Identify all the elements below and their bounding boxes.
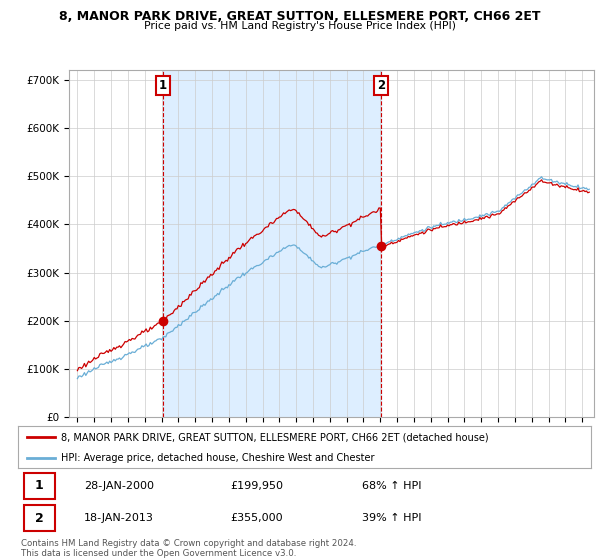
Text: 28-JAN-2000: 28-JAN-2000: [84, 481, 154, 491]
Text: £199,950: £199,950: [230, 481, 283, 491]
FancyBboxPatch shape: [24, 473, 55, 499]
Text: HPI: Average price, detached house, Cheshire West and Chester: HPI: Average price, detached house, Ches…: [61, 452, 374, 463]
Text: £355,000: £355,000: [230, 513, 283, 523]
Text: 1: 1: [35, 479, 44, 492]
Text: 8, MANOR PARK DRIVE, GREAT SUTTON, ELLESMERE PORT, CH66 2ET (detached house): 8, MANOR PARK DRIVE, GREAT SUTTON, ELLES…: [61, 432, 488, 442]
Text: 39% ↑ HPI: 39% ↑ HPI: [362, 513, 421, 523]
Bar: [163, 70, 381, 417]
Text: Contains HM Land Registry data © Crown copyright and database right 2024.
This d: Contains HM Land Registry data © Crown c…: [21, 539, 356, 558]
Text: 8, MANOR PARK DRIVE, GREAT SUTTON, ELLESMERE PORT, CH66 2ET: 8, MANOR PARK DRIVE, GREAT SUTTON, ELLES…: [59, 10, 541, 23]
Text: Price paid vs. HM Land Registry's House Price Index (HPI): Price paid vs. HM Land Registry's House …: [144, 21, 456, 31]
Text: 18-JAN-2013: 18-JAN-2013: [84, 513, 154, 523]
Text: 2: 2: [35, 511, 44, 525]
FancyBboxPatch shape: [24, 505, 55, 531]
Text: 68% ↑ HPI: 68% ↑ HPI: [362, 481, 421, 491]
Text: 2: 2: [377, 79, 385, 92]
Text: 1: 1: [158, 79, 167, 92]
